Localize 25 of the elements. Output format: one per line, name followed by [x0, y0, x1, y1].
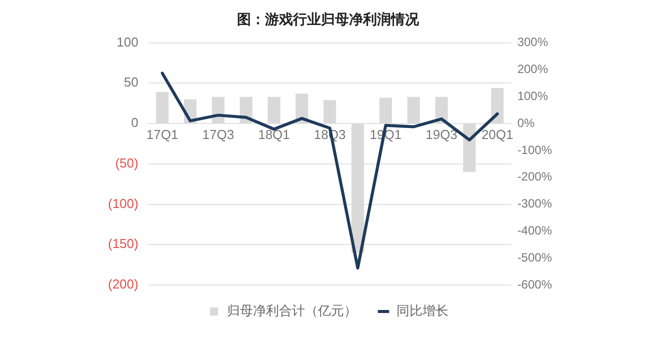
y2-tick-label: -100%: [517, 142, 552, 157]
y-tick-label: (50): [115, 155, 138, 170]
y2-tick-label: -600%: [517, 277, 552, 292]
legend-label: 同比增长: [396, 303, 448, 318]
chart-title: 图：游戏行业归母净利润情况: [237, 11, 420, 28]
x-tick-label: 18Q1: [258, 126, 290, 142]
y-tick-label: 100: [116, 34, 138, 50]
y2-tick-label: -500%: [517, 250, 552, 264]
y2-tick-label: -200%: [517, 170, 552, 184]
y2-tick-label: -300%: [517, 196, 552, 211]
x-tick-label: 20Q1: [481, 126, 514, 142]
y-tick-label: (100): [108, 196, 138, 211]
y2-tick-label: 200%: [517, 62, 548, 76]
y2-tick-label: -400%: [517, 223, 552, 238]
legend-label: 归母净利合计（亿元）: [227, 303, 357, 318]
y2-tick-label: 0%: [517, 116, 535, 130]
y2-tick-label: 300%: [517, 35, 548, 50]
y-tick-label: 50: [124, 74, 138, 90]
x-tick-label: 17Q1: [146, 126, 178, 142]
y-tick-label: (200): [108, 276, 138, 292]
y-tick-label: (150): [108, 236, 138, 252]
y-tick-label: 0: [131, 115, 138, 130]
y2-tick-label: 100%: [517, 88, 548, 103]
x-tick-label: 17Q3: [202, 126, 234, 142]
x-tick-label: 19Q3: [426, 126, 458, 142]
